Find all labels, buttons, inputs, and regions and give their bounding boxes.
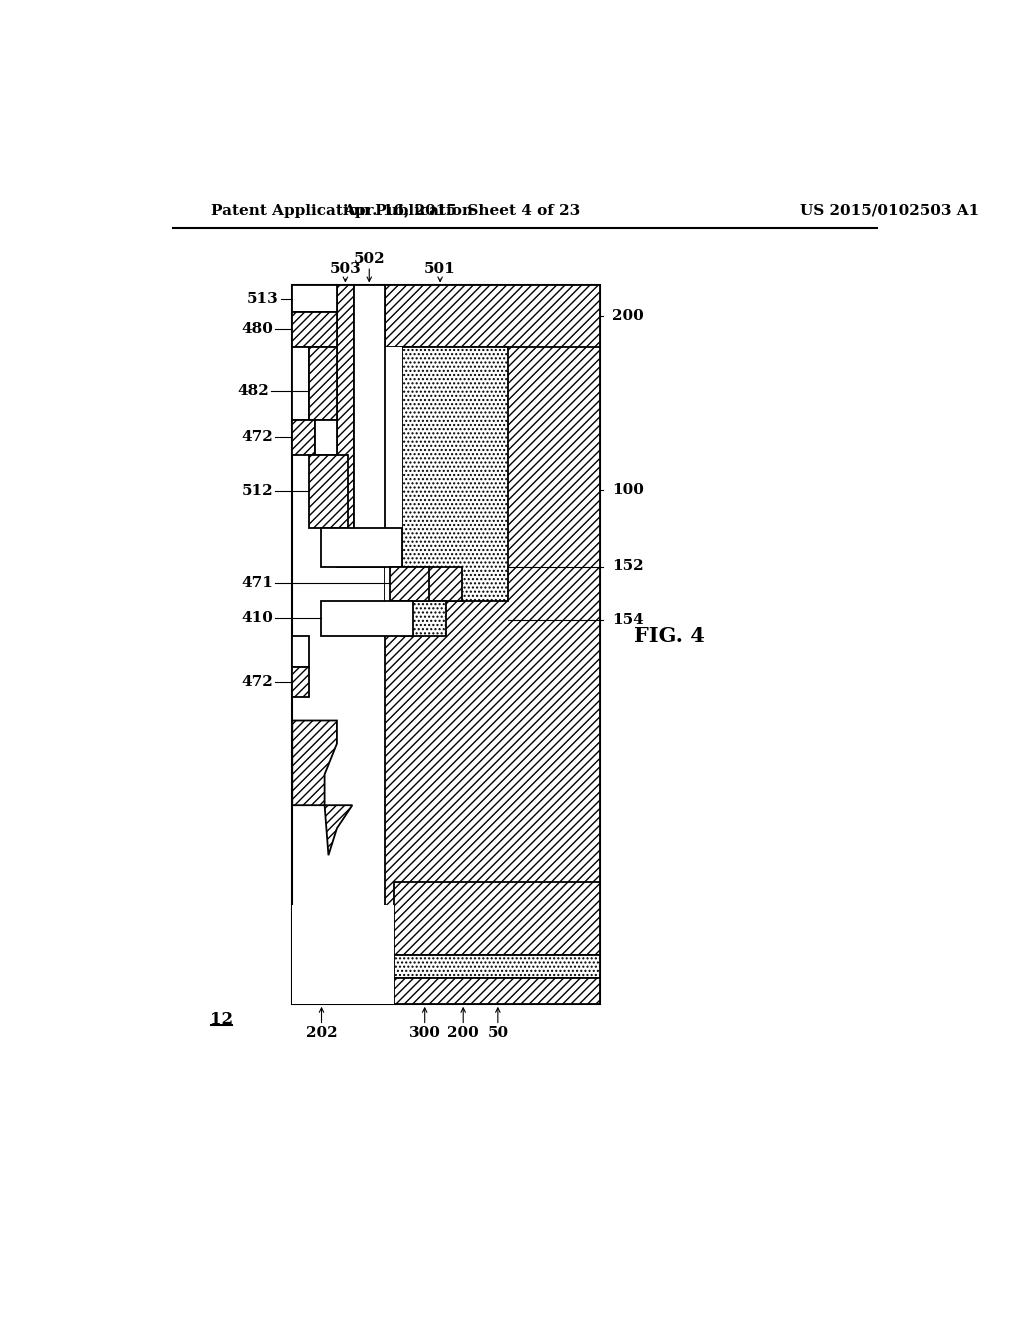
Text: 300: 300 bbox=[409, 1026, 440, 1040]
Text: 482: 482 bbox=[238, 384, 269, 397]
Text: 152: 152 bbox=[611, 560, 643, 573]
Text: 503: 503 bbox=[330, 261, 361, 276]
Bar bbox=[292, 347, 309, 420]
Text: 12: 12 bbox=[210, 1011, 233, 1028]
Text: US 2015/0102503 A1: US 2015/0102503 A1 bbox=[801, 203, 980, 218]
Text: FIG. 4: FIG. 4 bbox=[634, 626, 705, 645]
Text: 154: 154 bbox=[611, 614, 643, 627]
Bar bbox=[292, 636, 309, 667]
Text: 202: 202 bbox=[306, 1026, 337, 1040]
Bar bbox=[385, 347, 401, 601]
Bar bbox=[292, 285, 600, 1003]
Bar bbox=[321, 528, 401, 566]
Bar bbox=[401, 566, 462, 601]
Text: 480: 480 bbox=[241, 322, 273, 337]
Bar bbox=[292, 906, 394, 1003]
Bar bbox=[394, 882, 600, 956]
Bar bbox=[337, 285, 354, 566]
Bar bbox=[394, 956, 600, 978]
Bar bbox=[385, 285, 600, 347]
Bar bbox=[401, 347, 508, 601]
Text: 410: 410 bbox=[241, 611, 273, 626]
Bar bbox=[390, 566, 429, 601]
Text: 200: 200 bbox=[611, 309, 643, 323]
Bar bbox=[394, 978, 600, 1003]
Bar bbox=[401, 601, 446, 636]
Text: 501: 501 bbox=[424, 261, 456, 276]
Text: 513: 513 bbox=[247, 292, 279, 305]
Bar bbox=[309, 455, 348, 528]
Bar bbox=[385, 285, 600, 1003]
Text: 472: 472 bbox=[242, 430, 273, 444]
Text: 472: 472 bbox=[242, 675, 273, 689]
Bar bbox=[309, 347, 337, 420]
Text: Apr. 16, 2015  Sheet 4 of 23: Apr. 16, 2015 Sheet 4 of 23 bbox=[343, 203, 581, 218]
Bar bbox=[315, 420, 337, 455]
Bar bbox=[354, 285, 385, 566]
Bar bbox=[292, 667, 309, 697]
Text: 100: 100 bbox=[611, 483, 644, 496]
Text: 200: 200 bbox=[447, 1026, 479, 1040]
Bar bbox=[292, 420, 315, 455]
Text: 50: 50 bbox=[487, 1026, 508, 1040]
Text: 512: 512 bbox=[242, 484, 273, 498]
Text: 471: 471 bbox=[241, 577, 273, 590]
Bar bbox=[321, 601, 413, 636]
Bar bbox=[292, 313, 337, 347]
Text: Patent Application Publication: Patent Application Publication bbox=[211, 203, 473, 218]
Polygon shape bbox=[292, 721, 337, 805]
Text: 502: 502 bbox=[353, 252, 385, 265]
Polygon shape bbox=[325, 805, 352, 855]
Bar bbox=[292, 285, 337, 313]
